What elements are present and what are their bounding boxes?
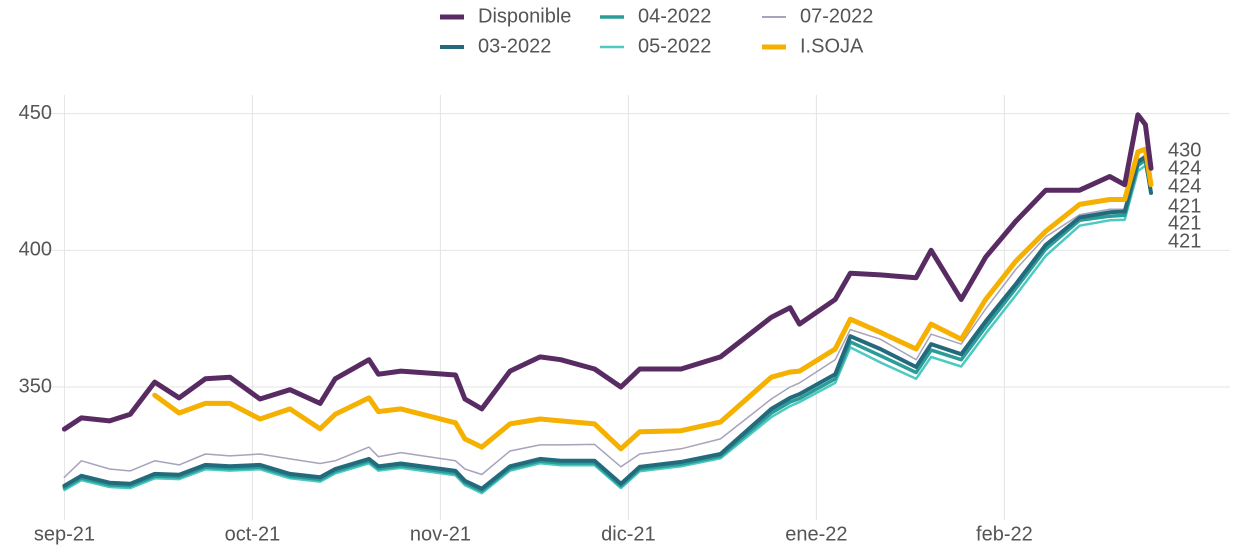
- legend-label: 07-2022: [800, 5, 873, 27]
- series-line: [62, 158, 1153, 493]
- legend-label: 05-2022: [638, 35, 711, 57]
- series-line: [63, 153, 1152, 478]
- end-label: 430: [1168, 139, 1201, 161]
- x-tick-label: dic-21: [601, 523, 655, 545]
- end-label: 424: [1168, 157, 1201, 179]
- legend-label: 03-2022: [478, 35, 551, 57]
- y-tick-label: 400: [19, 239, 52, 261]
- x-tick-label: feb-22: [976, 523, 1033, 545]
- legend-label: Disponible: [478, 5, 571, 27]
- x-tick-label: ene-22: [785, 523, 847, 545]
- x-tick-label: sep-21: [34, 523, 95, 545]
- series-line: [63, 164, 1153, 495]
- end-label: 421: [1168, 212, 1201, 234]
- series-line: [152, 146, 1154, 452]
- y-tick-label: 450: [19, 102, 52, 124]
- end-label: 421: [1168, 195, 1201, 217]
- series-line: [61, 112, 1154, 432]
- x-tick-label: nov-21: [410, 523, 471, 545]
- series-line: [62, 155, 1153, 491]
- end-label: 424: [1168, 175, 1201, 197]
- legend-label: 04-2022: [638, 5, 711, 27]
- y-tick-label: 350: [19, 375, 52, 397]
- x-tick-label: oct-21: [225, 523, 281, 545]
- end-label: 421: [1168, 230, 1201, 252]
- legend-label: I.SOJA: [800, 35, 864, 57]
